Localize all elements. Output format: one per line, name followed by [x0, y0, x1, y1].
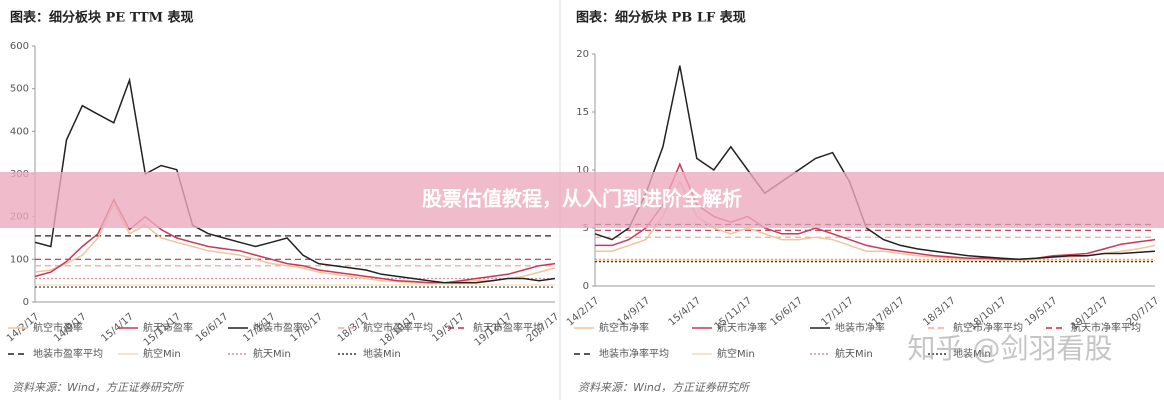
y-tick-label: 0: [23, 297, 29, 308]
source: 资料来源：Wind，方正证券研究所: [12, 381, 185, 394]
legend-label: 航天Min: [253, 347, 291, 360]
y-tick-label: 15: [576, 107, 589, 118]
legend-label: 航天市盈率: [143, 321, 193, 334]
chart-title: 图表：细分板块 PB LF 表现: [576, 10, 746, 26]
legend-label: 航空市净率: [599, 321, 649, 334]
y-tick-label: 0: [583, 281, 589, 292]
legend-label: 地装Min: [953, 347, 991, 360]
legend-label: 地装市盈率平均: [33, 347, 103, 360]
legend-label: 航天市净率平均: [1071, 321, 1141, 334]
legend-label: 地装Min: [363, 347, 401, 360]
series-line: [34, 77, 556, 284]
source: 资料来源：Wind，方正证券研究所: [578, 381, 751, 394]
legend-label: 地装市净率平均: [599, 347, 669, 360]
y-tick-label: 600: [10, 41, 29, 52]
legend-label: 航空Min: [143, 347, 181, 360]
chart-title: 图表：细分板块 PE TTM 表现: [10, 10, 194, 26]
y-tick-label: 100: [10, 254, 29, 265]
legend-label: 航空市盈率: [33, 321, 83, 334]
watermark: 知乎 @剑羽看股: [908, 332, 1113, 365]
legend-label: 航空市净率平均: [953, 321, 1023, 334]
y-tick-label: 5: [583, 223, 589, 234]
legend-label: 航空Min: [717, 347, 755, 360]
legend-label: 地装市盈率: [253, 321, 303, 334]
banner-bg: [0, 172, 1164, 228]
legend-label: 地装市净率: [835, 321, 885, 334]
y-tick-label: 20: [576, 49, 589, 60]
y-tick-label: 500: [10, 84, 29, 95]
y-tick-label: 400: [10, 126, 29, 137]
legend-label: 航天市净率: [717, 321, 767, 334]
y-tick-label: 10: [576, 165, 589, 176]
banner-text: 股票估值教程，从入门到进阶全解析: [422, 187, 742, 211]
legend-label: 航天市盈率平均: [473, 321, 543, 334]
legend-label: 航空市盈率平均: [363, 321, 433, 334]
legend-label: 航天Min: [835, 347, 873, 360]
series-line: [594, 65, 1156, 261]
